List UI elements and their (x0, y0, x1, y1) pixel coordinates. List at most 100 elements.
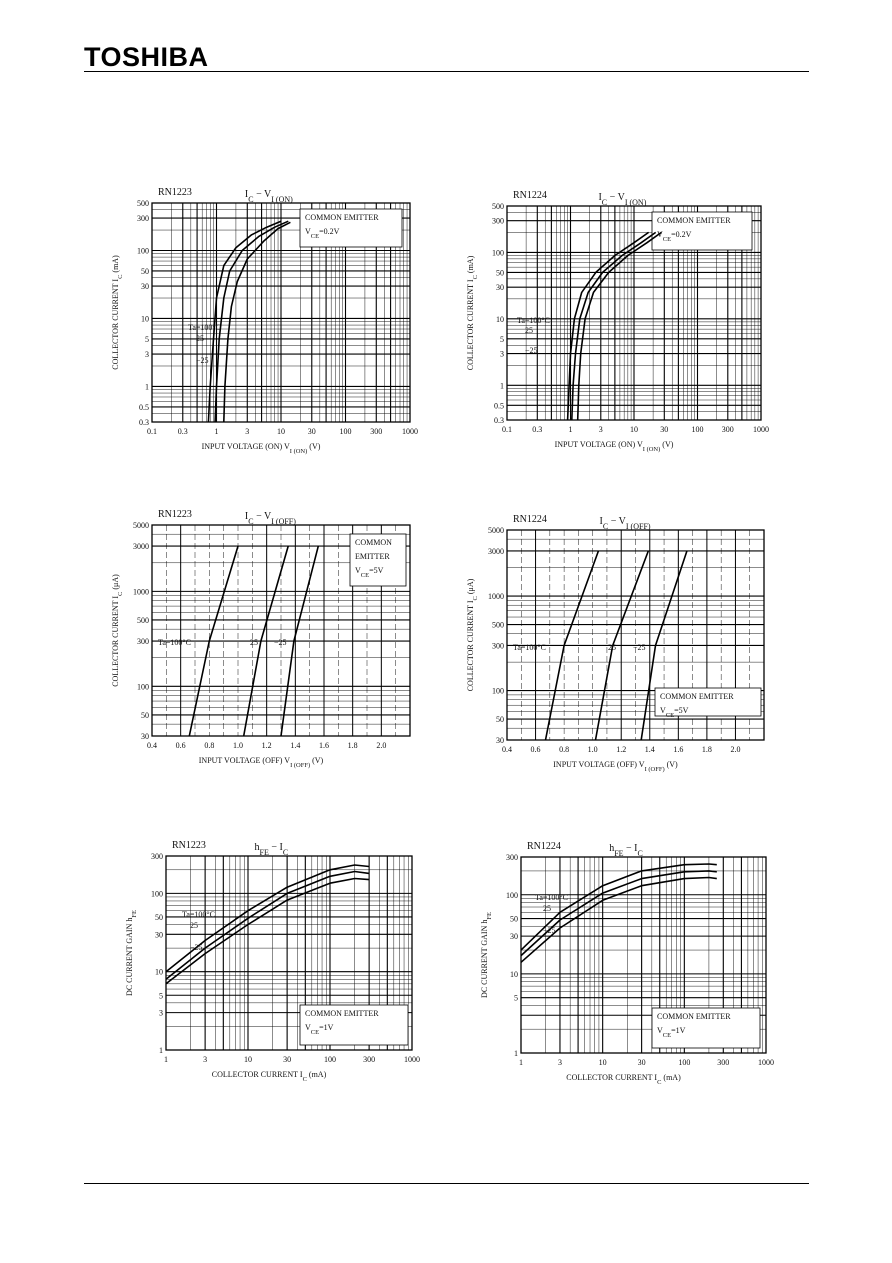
x-tick-label: 1.6 (319, 741, 329, 750)
y-axis-label: DC CURRENT GAIN hFE (480, 912, 493, 998)
y-tick-label: 1 (145, 382, 149, 391)
x-tick-label: 300 (722, 425, 734, 434)
x-tick-label: 1.0 (588, 745, 598, 754)
series-label: 25 (250, 638, 258, 647)
y-axis-label: DC CURRENT GAIN hFE (125, 910, 138, 996)
x-tick-label: 3 (245, 427, 249, 436)
y-tick-label: 3 (145, 350, 149, 359)
y-tick-label: 50 (141, 267, 149, 276)
series-label: 25 (196, 334, 204, 343)
series-label: Ta=100°C (535, 893, 568, 902)
y-axis-label: COLLECTOR CURRENT IC (mA) (111, 255, 124, 370)
y-tick-label: 100 (492, 687, 504, 696)
condition-box (299, 1004, 409, 1046)
x-axis-label: COLLECTOR CURRENT IC (mA) (566, 1073, 681, 1086)
y-tick-label: 300 (137, 214, 149, 223)
y-tick-label: 300 (151, 852, 163, 861)
y-tick-label: 10 (155, 968, 163, 977)
y-tick-label: 30 (496, 283, 504, 292)
condition-box (349, 533, 407, 587)
x-tick-label: 0.6 (176, 741, 186, 750)
x-tick-label: 0.8 (204, 741, 214, 750)
chart-title: hFE − IC (609, 843, 643, 858)
x-tick-label: 1 (569, 425, 573, 434)
x-tick-label: 0.1 (147, 427, 157, 436)
series-label: Ta=100°C (513, 643, 546, 652)
series-curve (214, 220, 289, 423)
x-tick-label: 1 (519, 1058, 523, 1067)
x-tick-label: 30 (308, 427, 316, 436)
x-tick-label: 30 (283, 1055, 291, 1064)
x-tick-label: 1 (164, 1055, 168, 1064)
y-tick-label: 1000 (133, 587, 149, 596)
series-label: Ta=100°C (158, 638, 191, 647)
part-number: RN1223 (158, 509, 192, 520)
series-label: −25 (543, 926, 556, 935)
series-label: −25 (274, 638, 287, 647)
chart-rn1224-ic-vi-off: RN1224 IC − VI (OFF) 0.4 0.6 0.8 1.0 1.2 1.4 1.6… (466, 514, 765, 773)
condition-box (651, 1007, 761, 1049)
y-tick-label: 1000 (488, 592, 504, 601)
x-tick-label: 1.0 (233, 741, 243, 750)
x-axis-label: INPUT VOLTAGE (OFF) VI (OFF) (V) (553, 760, 678, 773)
y-tick-label: 0.3 (139, 418, 149, 427)
series-label: −25 (633, 643, 646, 652)
x-tick-label: 10 (599, 1058, 607, 1067)
y-tick-label: 50 (496, 715, 504, 724)
condition-box (654, 687, 762, 717)
x-tick-label: 300 (370, 427, 382, 436)
series-curve (576, 231, 662, 421)
y-tick-label: 5 (145, 335, 149, 344)
condition-text: COMMON EMITTER (305, 1009, 379, 1018)
y-tick-label: 30 (496, 736, 504, 745)
y-tick-label: 5 (514, 994, 518, 1003)
plot-frame (506, 205, 762, 421)
y-tick-label: 0.5 (139, 403, 149, 412)
y-axis-label: COLLECTOR CURRENT IC (μA) (111, 574, 124, 687)
series-curve (165, 864, 370, 973)
x-tick-label: 1.2 (616, 745, 626, 754)
condition-text: VCE=5V (660, 706, 689, 719)
footer-rule (84, 1183, 809, 1184)
plot-frame (506, 529, 765, 741)
series-label: 25 (525, 326, 533, 335)
x-tick-label: 10 (630, 425, 638, 434)
condition-text: VCE=1V (305, 1023, 334, 1036)
condition-text: VCE=0.2V (305, 227, 340, 240)
y-tick-label: 1 (159, 1046, 163, 1055)
series-label: −25 (190, 943, 203, 952)
x-tick-label: 0.4 (502, 745, 512, 754)
y-tick-label: 100 (137, 247, 149, 256)
series-curve (640, 550, 688, 741)
series-label: 25 (190, 921, 198, 930)
x-tick-label: 1.2 (262, 741, 272, 750)
y-tick-label: 5 (159, 991, 163, 1000)
series-curve (520, 876, 717, 963)
series-curve (223, 221, 291, 423)
chart-title: IC − VI (ON) (245, 189, 293, 204)
series-label: 25 (543, 904, 551, 913)
y-tick-label: 1 (514, 1049, 518, 1058)
toshiba-logo: TOSHIBA (84, 42, 209, 72)
chart-rn1223-ic-vi-on: RN1223 IC − VI (ON)0.1 0.3 1 3 10 30 100 300 1000… (111, 187, 418, 455)
x-tick-label: 2.0 (730, 745, 740, 754)
series-curve (594, 550, 650, 741)
x-tick-label: 0.6 (531, 745, 541, 754)
x-tick-label: 3 (558, 1058, 562, 1067)
grid (166, 856, 412, 1050)
x-tick-label: 0.4 (147, 741, 157, 750)
series-label: Ta=100°C (182, 910, 215, 919)
part-number: RN1224 (513, 514, 547, 525)
chart-title: hFE − IC (255, 842, 289, 857)
x-tick-label: 1000 (753, 425, 769, 434)
chart-rn1223-hfe-ic: RN1223 hFE − IC 1 3 10 30 100 300 1000 1 3 5 10 30 50 1… (125, 840, 420, 1083)
chart-title: IC − VI (OFF) (600, 516, 651, 531)
x-tick-label: 1.4 (290, 741, 300, 750)
y-tick-label: 500 (492, 621, 504, 630)
series-label: Ta=100°C (188, 323, 221, 332)
x-tick-label: 1.8 (348, 741, 358, 750)
x-tick-label: 1.8 (702, 745, 712, 754)
x-tick-label: 0.3 (532, 425, 542, 434)
series-curve (165, 870, 370, 980)
x-axis-label: INPUT VOLTAGE (OFF) VI (OFF) (V) (199, 756, 324, 769)
